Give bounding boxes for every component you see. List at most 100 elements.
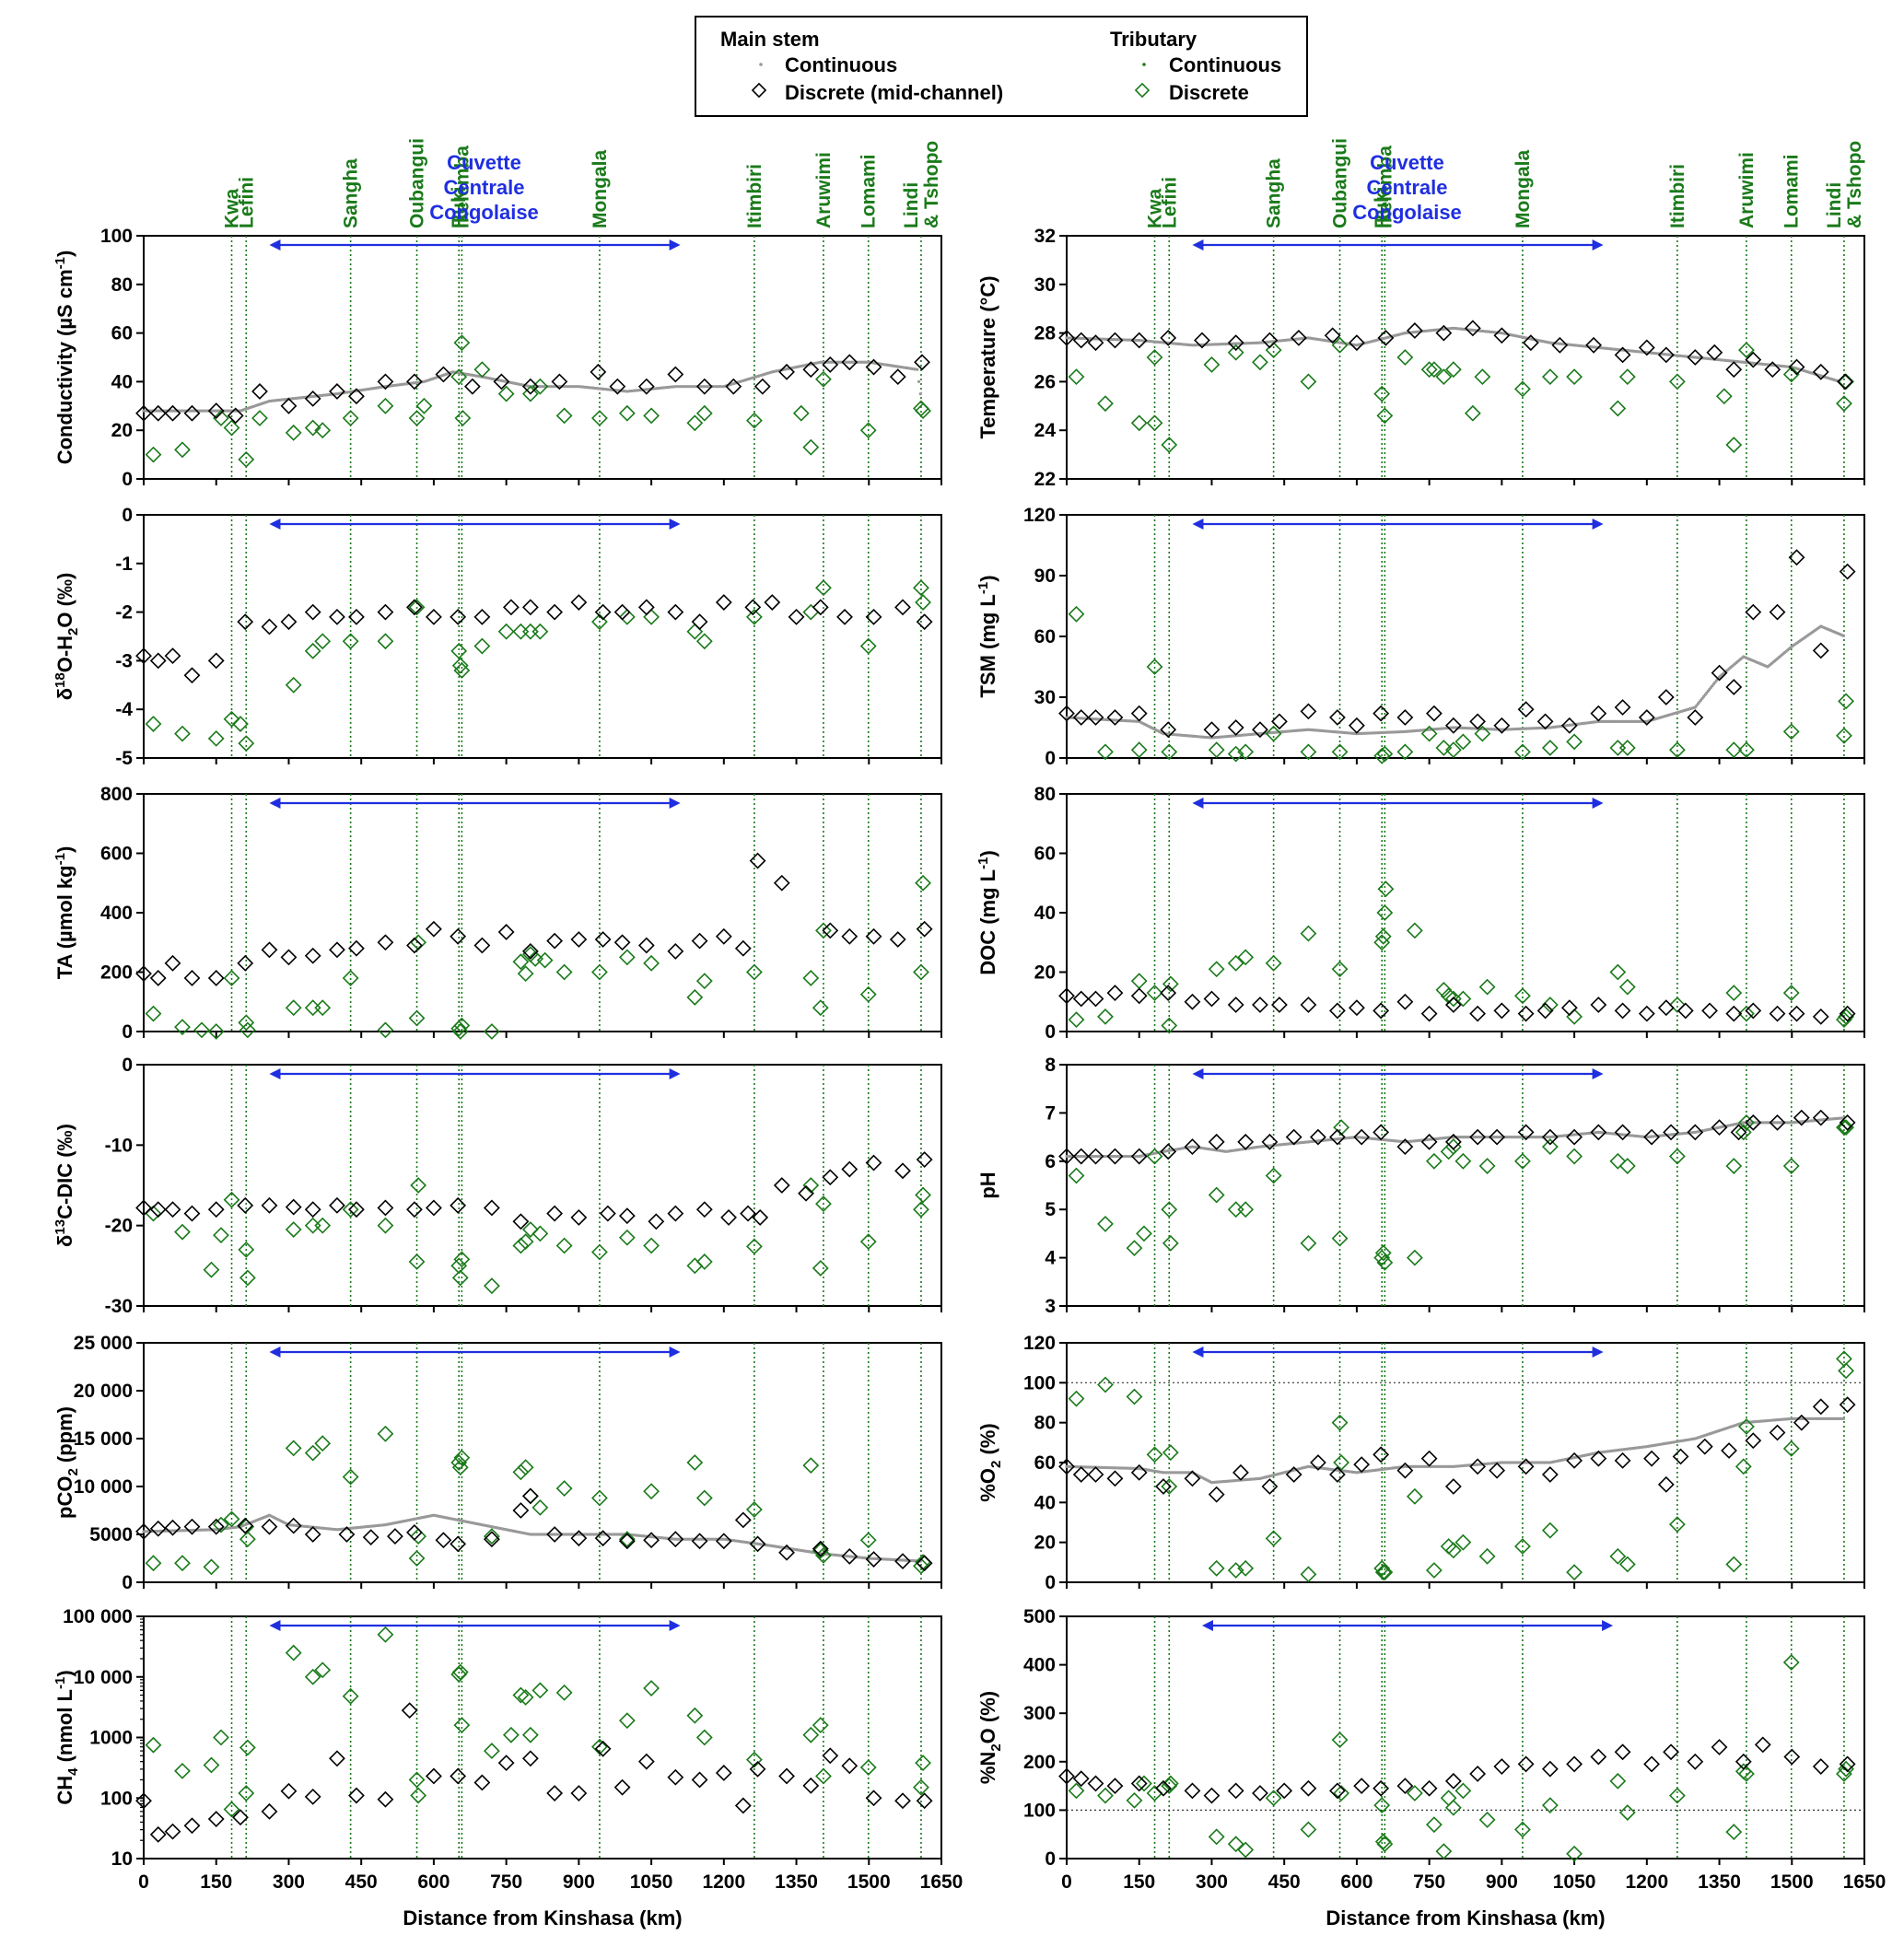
y-tick-label: 0 <box>1045 1572 1056 1593</box>
discrete-trib-point <box>1440 1538 1457 1555</box>
discrete-trib-point <box>145 446 162 463</box>
discrete-main-point <box>1130 987 1148 1005</box>
y-axis-label: TSM (mg L-1) <box>975 575 999 697</box>
y-tick-label: 120 <box>1023 1333 1056 1354</box>
discrete-trib-point <box>915 1755 931 1772</box>
y-axis-label: %N2O (%) <box>976 1691 1004 1784</box>
discrete-main-point <box>1087 990 1104 1008</box>
discrete-main-point <box>865 1154 882 1172</box>
continuous-main-point <box>1841 634 1846 637</box>
discrete-trib-point <box>1227 1836 1244 1853</box>
discrete-main-point <box>1444 717 1462 734</box>
discrete-main-point <box>889 931 906 948</box>
plot-frame <box>1066 235 1865 480</box>
tributary-label: & Tshopo <box>1844 141 1865 228</box>
discrete-trib-point <box>1376 904 1394 921</box>
discrete-trib-point <box>1097 1008 1114 1025</box>
discrete-main-point <box>1155 1478 1172 1495</box>
discrete-main-point <box>425 1199 442 1217</box>
discrete-trib-point <box>1265 725 1282 742</box>
discrete-trib-point <box>1425 1152 1443 1170</box>
discrete-main-point <box>691 932 708 950</box>
discrete-trib-point <box>517 965 534 983</box>
discrete-main-point <box>227 407 244 425</box>
y-tick-label: 60 <box>1034 844 1056 865</box>
discrete-trib-point <box>1782 366 1800 383</box>
discrete-trib-point <box>643 954 660 972</box>
discrete-main-point <box>1300 703 1317 720</box>
discrete-main-point <box>377 1199 394 1217</box>
x-axis-label: Distance from Kinshasa (km) <box>1326 1906 1605 1930</box>
legend-trib-continuous-label: Continuous <box>1169 53 1281 76</box>
y-tick-label: 7 <box>1045 1102 1056 1124</box>
x-tick-label: 1650 <box>1843 1871 1886 1893</box>
discrete-trib-point <box>1444 990 1462 1008</box>
discrete-trib-point <box>193 1021 210 1039</box>
discrete-trib-point <box>1618 368 1636 386</box>
cuvette-arrowhead-left <box>269 239 281 251</box>
discrete-trib-point <box>521 946 539 963</box>
cuvette-arrowhead-right <box>1592 519 1604 530</box>
discrete-trib-point <box>453 1717 471 1733</box>
tributary-label: Oubangui <box>407 138 428 228</box>
y-tick-label: 26 <box>1034 371 1056 392</box>
discrete-main-point <box>1522 334 1539 352</box>
x-tick-label: 0 <box>1061 1871 1072 1893</box>
discrete-main-point <box>149 970 167 986</box>
discrete-main-point <box>1329 709 1346 726</box>
discrete-main-point <box>497 1755 515 1772</box>
discrete-main-point <box>609 378 626 395</box>
discrete-main-point <box>304 1788 321 1805</box>
discrete-trib-point <box>238 735 255 752</box>
discrete-main-point <box>1271 997 1288 1013</box>
panel-d13C: -30 -20 -10 0 δ13C-DIC (‰) <box>53 1055 942 1317</box>
discrete-trib-point <box>1474 368 1491 386</box>
y-tick-label: 5 <box>1045 1199 1056 1220</box>
tributary-label: Itimbiri <box>744 164 765 228</box>
continuous-main-point <box>918 392 922 396</box>
discrete-main-point <box>1184 993 1201 1010</box>
y-tick-label: -2 <box>115 602 133 624</box>
discrete-trib-point <box>1376 407 1394 425</box>
discrete-trib-point <box>377 397 394 414</box>
discrete-main-point <box>435 1532 452 1549</box>
discrete-main-point <box>1261 332 1279 349</box>
discrete-main-point <box>280 613 298 631</box>
discrete-main-point <box>1585 336 1602 354</box>
discrete-trib-point <box>1396 743 1414 761</box>
continuous-main-point <box>916 367 919 371</box>
discrete-trib-point <box>1609 1152 1627 1170</box>
discrete-trib-point <box>238 450 255 468</box>
discrete-main-point <box>1087 334 1104 352</box>
discrete-main-point <box>695 1201 713 1218</box>
discrete-main-point <box>1444 997 1462 1013</box>
discrete-trib-point <box>1161 1017 1178 1034</box>
discrete-trib-point <box>1725 1556 1743 1573</box>
x-tick-label: 450 <box>1268 1871 1301 1893</box>
discrete-main-point <box>1348 999 1365 1017</box>
discrete-trib-point <box>1725 1158 1743 1174</box>
discrete-trib-point <box>812 1260 829 1277</box>
discrete-main-point <box>164 1823 181 1840</box>
discrete-main-point <box>1721 1442 1737 1459</box>
discrete-main-point <box>1517 1755 1535 1773</box>
discrete-main-point <box>1638 1005 1655 1022</box>
y-tick-label: -5 <box>115 748 133 769</box>
discrete-main-point <box>207 1201 225 1218</box>
tributary-label: Oubangui <box>1330 138 1351 228</box>
discrete-main-point <box>1657 346 1675 364</box>
discrete-main-point <box>865 927 882 945</box>
discrete-trib-point <box>377 1425 394 1442</box>
discrete-main-point <box>1517 1005 1535 1022</box>
discrete-trib-point <box>915 874 931 892</box>
discrete-trib-point <box>531 623 549 640</box>
discrete-trib-point <box>1725 437 1743 453</box>
panel-O2: 0 20 40 60 80 100 120 %O2 (%) <box>976 1333 1865 1593</box>
discrete-main-point <box>865 608 882 625</box>
discrete-main-point <box>1469 1766 1487 1782</box>
discrete-main-point <box>1348 717 1365 734</box>
discrete-main-point <box>387 1528 403 1545</box>
discrete-trib-point <box>531 378 549 395</box>
discrete-trib-point <box>913 1201 929 1218</box>
discrete-main-point <box>1106 332 1124 349</box>
